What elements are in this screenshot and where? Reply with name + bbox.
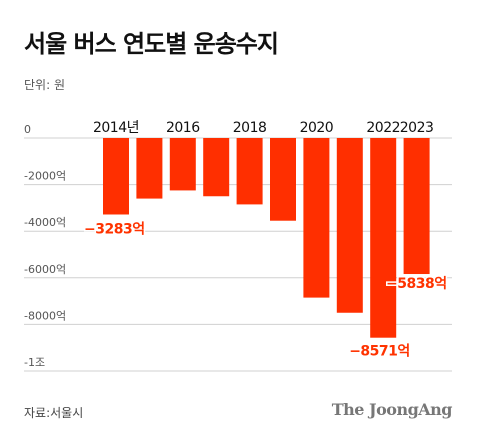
x-tick-label: 2020	[300, 120, 334, 136]
data-label-2022: −8571억	[349, 344, 410, 360]
bar-2022	[370, 138, 397, 338]
x-tick-label: 2014년	[93, 120, 139, 136]
bar-2023	[403, 138, 430, 275]
y-tick-label: -6000억	[24, 263, 66, 276]
unit-label: 단위: 원	[24, 78, 65, 92]
chart-title: 서울 버스 연도별 운송수지	[24, 30, 279, 58]
x-tick-label: 2022	[366, 120, 400, 136]
bar-2016	[169, 138, 196, 191]
y-tick-label: -1조	[24, 356, 45, 369]
x-tick-label: 2018	[233, 120, 267, 136]
y-tick-label: -4000억	[24, 216, 66, 229]
brand-logo: The JoongAng	[331, 400, 453, 419]
bar-2019	[270, 138, 296, 221]
bar-2021	[336, 138, 363, 313]
y-tick-label: 0	[24, 123, 31, 136]
bar-2014	[103, 138, 129, 215]
x-tick-label: 2016	[166, 120, 200, 136]
bar-2015	[136, 138, 163, 199]
data-label-2014: −3283억	[84, 221, 145, 237]
bar-2020	[303, 138, 330, 298]
y-tick-label: -8000억	[24, 309, 66, 322]
y-tick-label: -2000억	[24, 170, 66, 183]
source-note: 자료:서울시	[24, 406, 84, 420]
data-label-2023: −5838억	[386, 276, 447, 292]
bar-2017	[203, 138, 230, 197]
bar-2018	[236, 138, 263, 205]
x-tick-label: 2023	[400, 120, 434, 136]
